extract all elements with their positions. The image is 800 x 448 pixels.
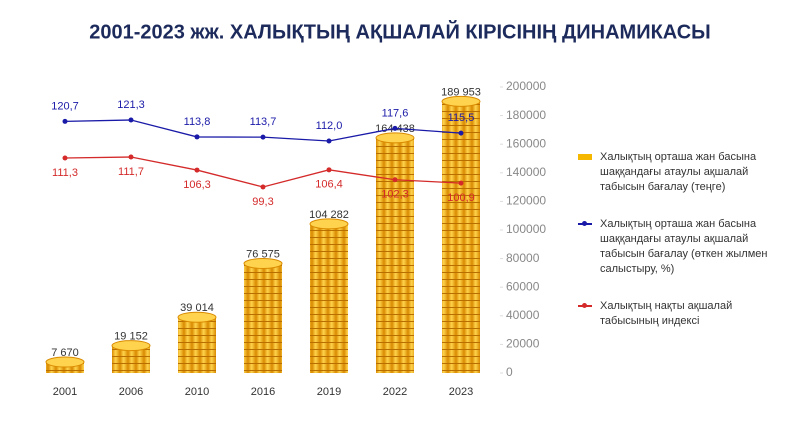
point <box>260 184 266 190</box>
line-value-label: 102,3 <box>381 189 409 201</box>
line-value-label: 111,7 <box>118 166 144 178</box>
y-tick-label: 40000 <box>506 308 540 322</box>
y-tick-label: 20000 <box>506 337 540 351</box>
point <box>260 134 266 140</box>
y-tick-label: 160000 <box>506 136 546 150</box>
coin-top <box>441 95 481 107</box>
bar-value-label: 7 670 <box>51 347 79 359</box>
coin-top <box>309 218 349 230</box>
point <box>128 154 134 160</box>
x-tick-label: 2019 <box>317 386 341 398</box>
line-value-label: 106,3 <box>183 179 211 191</box>
legend-item: Халықтың нақты ақшалай табысының индексі <box>578 299 778 329</box>
bar <box>310 223 348 373</box>
line-value-label: 113,7 <box>250 116 277 128</box>
x-tick-label: 2006 <box>119 386 143 398</box>
x-tick-label: 2001 <box>53 386 77 398</box>
y-tick-label: 200000 <box>506 79 546 93</box>
y-tick-label: 120000 <box>506 194 546 208</box>
point <box>458 180 464 186</box>
legend: Халықтың орташа жан басына шаққандағы ат… <box>578 150 778 351</box>
point <box>194 167 200 173</box>
point <box>326 167 332 173</box>
y-tick-label: 80000 <box>506 251 540 265</box>
line-value-label: 100,9 <box>447 192 475 204</box>
point <box>194 134 200 140</box>
line-value-label: 117,6 <box>382 107 409 119</box>
y-tick-label: 100000 <box>506 222 546 236</box>
legend-swatch <box>578 221 592 226</box>
coin-top <box>45 356 85 368</box>
y-tick-label: 60000 <box>506 279 540 293</box>
legend-label: Халықтың орташа жан басына шаққандағы ат… <box>600 218 768 275</box>
legend-item: Халықтың орташа жан басына шаққандағы ат… <box>578 150 778 195</box>
point <box>62 155 68 161</box>
line-value-label: 115,5 <box>448 112 475 124</box>
point <box>326 138 332 144</box>
point <box>62 118 68 124</box>
bar-value-label: 76 575 <box>246 248 280 260</box>
line-value-label: 121,3 <box>117 99 145 111</box>
point <box>458 130 464 136</box>
point <box>128 117 134 123</box>
coin-top <box>177 311 217 323</box>
legend-label: Халықтың орташа жан басына шаққандағы ат… <box>600 151 757 193</box>
x-tick-label: 2010 <box>185 386 209 398</box>
bar <box>178 317 216 373</box>
line-value-label: 120,7 <box>51 100 79 112</box>
x-tick-label: 2016 <box>251 386 275 398</box>
line-value-label: 99,3 <box>252 196 273 208</box>
x-tick-label: 2022 <box>383 386 407 398</box>
coin-top <box>111 340 151 352</box>
chart-title: 2001-2023 жж. ХАЛЫҚТЫҢ АҚШАЛАЙ КІРІСІНІҢ… <box>89 19 711 43</box>
legend-swatch <box>578 154 592 160</box>
point <box>392 125 398 131</box>
bar-value-label: 104 282 <box>309 209 349 221</box>
coin-top <box>243 257 283 269</box>
x-tick-label: 2023 <box>449 386 473 398</box>
line-value-label: 111,3 <box>52 167 78 179</box>
point <box>392 177 398 183</box>
bar-value-label: 39 014 <box>180 302 214 314</box>
coin-top <box>375 132 415 144</box>
bar-value-label: 189 953 <box>441 86 481 98</box>
bar <box>244 263 282 373</box>
legend-item: Халықтың орташа жан басына шаққандағы ат… <box>578 217 778 277</box>
line-value-label: 106,4 <box>315 179 343 191</box>
legend-swatch <box>578 303 592 308</box>
line-value-label: 113,8 <box>184 116 211 128</box>
y-tick-label: 0 <box>506 365 513 379</box>
y-tick-label: 180000 <box>506 108 546 122</box>
legend-label: Халықтың нақты ақшалай табысының индексі <box>600 300 733 327</box>
y-tick-label: 140000 <box>506 165 546 179</box>
bar <box>376 137 414 373</box>
bar <box>442 101 480 373</box>
bar-value-label: 19 152 <box>114 331 148 343</box>
line-value-label: 112,0 <box>316 120 343 132</box>
